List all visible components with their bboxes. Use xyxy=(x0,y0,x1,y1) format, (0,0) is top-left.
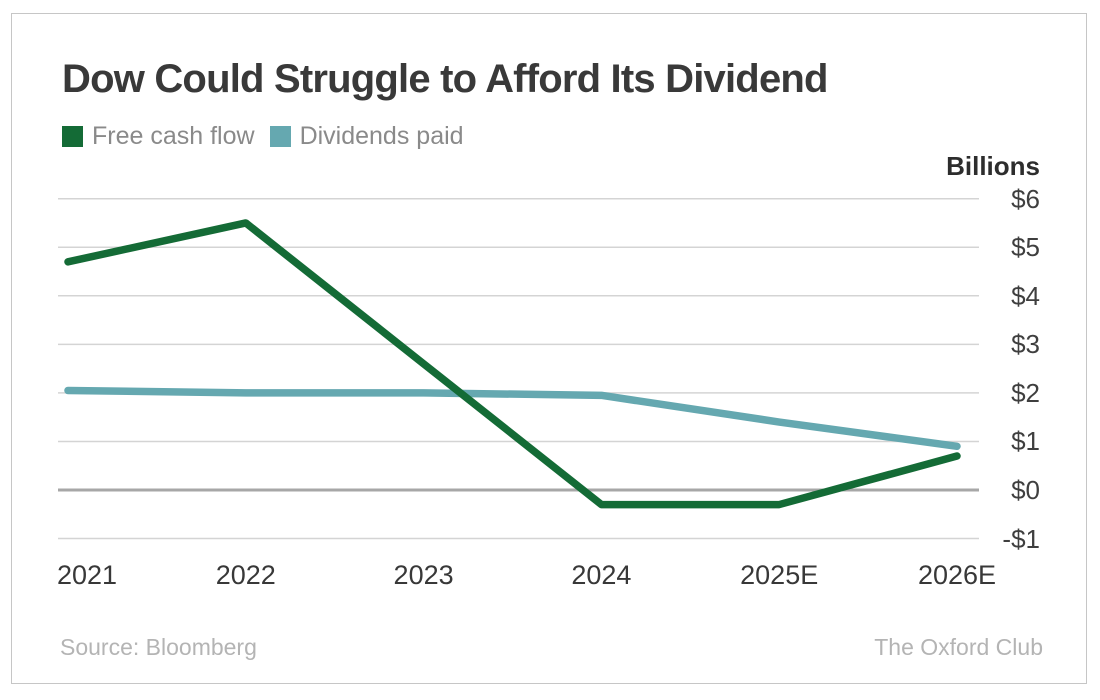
x-tick-label-2025e: 2025E xyxy=(740,560,819,590)
free-cash-flow-line xyxy=(64,219,961,509)
dividends-paid-line xyxy=(64,386,961,451)
y-tick-label--1: $1 xyxy=(1011,426,1040,457)
x-tick-label-2023: 2023 xyxy=(393,560,454,590)
x-tick-label-2021: 2021 xyxy=(56,560,118,590)
x-tick-label-2026e: 2026E xyxy=(917,560,997,590)
y-tick-label--2: $2 xyxy=(1011,377,1040,408)
legend-label: Dividends paid xyxy=(299,122,464,150)
y-tick-label--5: $5 xyxy=(1011,232,1040,263)
publisher-credit: The Oxford Club xyxy=(874,634,1043,660)
legend-label: Free cash flow xyxy=(92,122,255,150)
legend-item-free-cash-flow: Free cash flow xyxy=(62,122,255,151)
y-tick-label--4: $4 xyxy=(1011,280,1040,311)
y-tick-label--0: $0 xyxy=(1011,475,1040,505)
legend: Free cash flow Dividends paid xyxy=(62,122,464,151)
chart-title: Dow Could Struggle to Afford Its Dividen… xyxy=(62,57,828,101)
y-tick-label--1: -$1 xyxy=(1002,523,1040,554)
x-tick-label-2022: 2022 xyxy=(215,560,276,590)
y-tick-label--6: $6 xyxy=(1011,183,1040,214)
card-border xyxy=(11,13,1087,684)
x-tick-label-2024: 2024 xyxy=(571,560,632,590)
source-note: Source: Bloomberg xyxy=(60,634,257,660)
y-axis-unit-label: Billions xyxy=(946,151,1040,181)
legend-swatch-dividends-paid xyxy=(269,126,291,147)
y-tick-label--3: $3 xyxy=(1011,329,1040,360)
legend-item-dividends-paid: Dividends paid xyxy=(269,122,464,151)
legend-swatch-free-cash-flow xyxy=(62,126,83,147)
